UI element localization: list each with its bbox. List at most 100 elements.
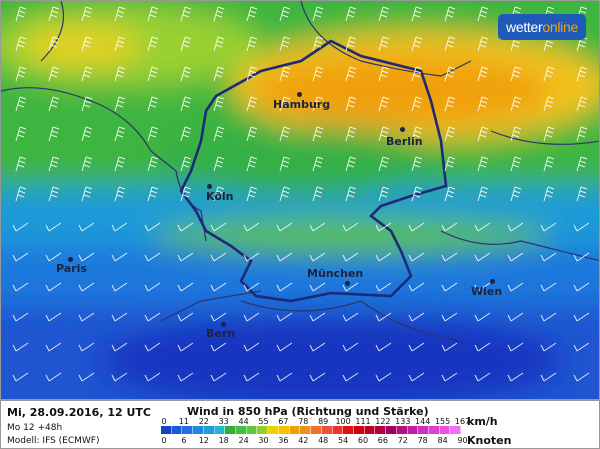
wind-barb <box>540 312 557 322</box>
wind-barb <box>342 282 359 292</box>
wind-barb <box>180 156 192 172</box>
wind-barb <box>111 282 128 292</box>
wind-barb <box>441 312 458 322</box>
wind-barb <box>15 66 27 82</box>
city-marker <box>400 127 405 132</box>
tick-label: 78 <box>417 436 428 445</box>
wetteronline-logo[interactable]: wetteronline <box>498 14 586 40</box>
wind-barb <box>441 222 458 232</box>
wind-barb <box>12 372 29 382</box>
wind-barb <box>477 6 489 22</box>
wind-barb <box>540 342 557 352</box>
wind-barb <box>345 186 357 202</box>
wind-barb <box>213 156 225 172</box>
wind-barb <box>45 282 62 292</box>
wind-barb <box>45 342 62 352</box>
wind-barb <box>111 252 128 262</box>
wind-barb <box>375 222 392 232</box>
wind-barb <box>477 186 489 202</box>
scale-swatch <box>439 426 451 434</box>
tick-label: 42 <box>298 436 309 445</box>
wind-barb <box>573 342 590 352</box>
wind-barb <box>312 36 324 52</box>
scale-swatch <box>332 426 344 434</box>
wind-barb <box>48 156 60 172</box>
tick-label: 66 <box>377 436 388 445</box>
wind-barb <box>144 252 161 262</box>
scale-swatch <box>257 426 269 434</box>
wind-barb <box>309 282 326 292</box>
wind-barb <box>573 372 590 382</box>
scale-swatch <box>246 426 258 434</box>
scale-swatch <box>182 426 194 434</box>
city-label: Wien <box>471 285 503 298</box>
wind-barb <box>114 36 126 52</box>
wind-barb <box>543 126 555 142</box>
wind-barb <box>147 126 159 142</box>
wind-barb <box>309 222 326 232</box>
city-label: Berlin <box>386 135 423 148</box>
wind-barb <box>246 36 258 52</box>
wind-barb <box>243 282 260 292</box>
wind-barb <box>375 372 392 382</box>
tick-label: 55 <box>258 417 269 426</box>
wind-barb <box>507 312 524 322</box>
tick-label: 111 <box>355 417 371 426</box>
scale-swatch <box>386 426 397 434</box>
wind-barb <box>78 342 95 352</box>
city-label: Köln <box>206 190 234 203</box>
tick-label: 144 <box>415 417 431 426</box>
wind-barb <box>114 156 126 172</box>
scale-swatch <box>225 426 237 434</box>
wind-barb <box>576 66 588 82</box>
wind-barb <box>312 156 324 172</box>
wind-barb <box>111 222 128 232</box>
scale-swatch <box>278 426 290 434</box>
wind-barb <box>12 312 29 322</box>
wind-barb <box>411 66 423 82</box>
wind-barb <box>243 252 260 262</box>
wind-barb <box>15 156 27 172</box>
wind-barb <box>246 6 258 22</box>
scale-swatch <box>268 426 279 434</box>
wind-barb <box>309 252 326 262</box>
wind-barb <box>15 126 27 142</box>
wind-barb <box>345 96 357 112</box>
tick-label: 22 <box>198 417 209 426</box>
wind-barb <box>477 126 489 142</box>
wind-barb <box>573 222 590 232</box>
tick-label: 0 <box>161 436 167 445</box>
city-marker <box>207 184 212 189</box>
wind-barb <box>345 36 357 52</box>
city-label: Bern <box>206 327 236 340</box>
wind-barb <box>210 252 227 262</box>
wind-barb <box>378 36 390 52</box>
city-marker <box>345 281 350 286</box>
scale-swatch <box>236 426 247 434</box>
tick-label: 133 <box>395 417 411 426</box>
wind-barb <box>180 126 192 142</box>
wind-barb <box>144 312 161 322</box>
wind-barb <box>276 282 293 292</box>
city-marker <box>490 279 495 284</box>
tick-label: 84 <box>437 436 448 445</box>
wind-barb <box>543 96 555 112</box>
wind-barb <box>177 222 194 232</box>
wind-barb <box>144 222 161 232</box>
wind-barb <box>279 126 291 142</box>
wind-barb <box>576 96 588 112</box>
scale-swatch <box>428 426 440 434</box>
wind-barb <box>510 126 522 142</box>
wind-barb <box>81 96 93 112</box>
wind-barb <box>411 126 423 142</box>
wind-barb <box>507 372 524 382</box>
wind-barb <box>474 222 491 232</box>
wind-barb <box>213 36 225 52</box>
wind-barb <box>474 282 491 292</box>
knots-ticks: 0 6 12 18 24 30 36 42 48 54 60 66 72 78 84 90 <box>156 436 467 446</box>
wind-barb <box>309 342 326 352</box>
wind-barb <box>147 96 159 112</box>
wind-barb <box>147 156 159 172</box>
tick-label: 18 <box>218 436 229 445</box>
wind-barb <box>411 186 423 202</box>
